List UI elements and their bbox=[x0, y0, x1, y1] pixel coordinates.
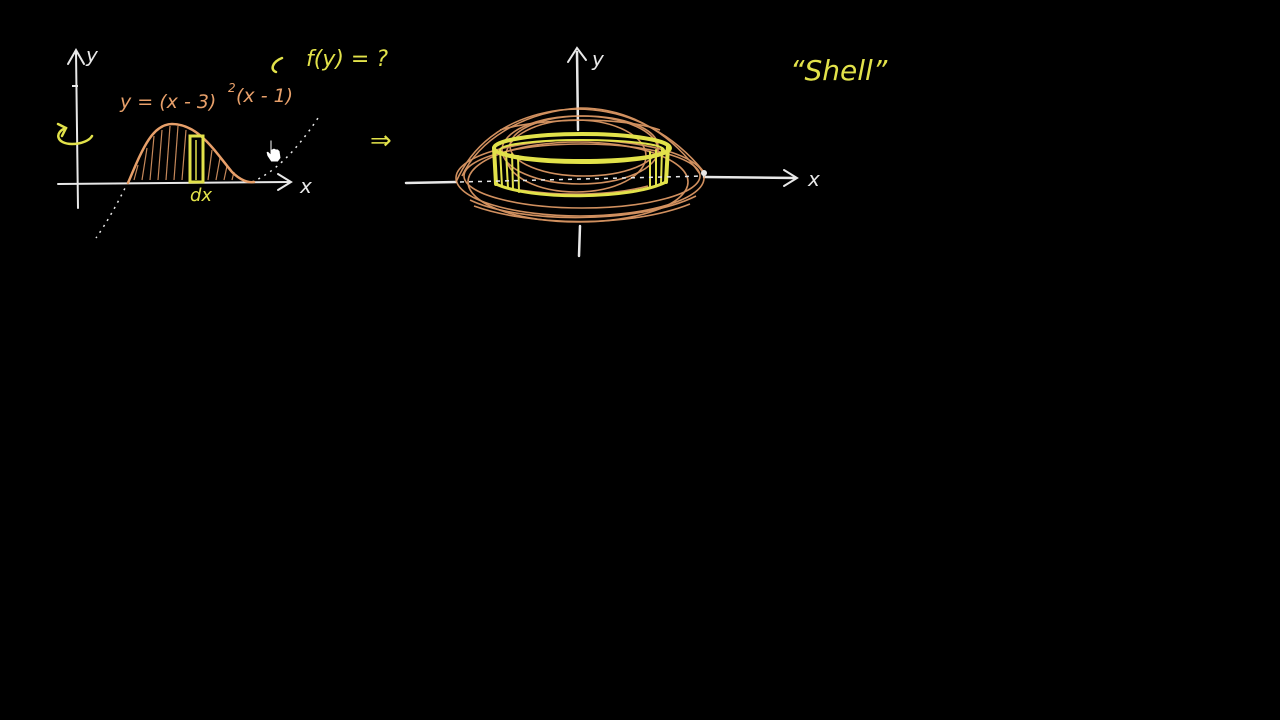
left-x-axis-arrowhead bbox=[277, 173, 293, 191]
right-y-axis bbox=[575, 50, 580, 132]
function-exponent: 2 bbox=[228, 81, 236, 95]
curve-dotted-left bbox=[95, 181, 129, 239]
left-graph: y x dx y = (x - 3) bbox=[56, 43, 388, 239]
shell-label: “Shell” bbox=[790, 54, 888, 87]
function-label-main: y = (x - 3) bbox=[119, 91, 216, 113]
right-x-axis-right bbox=[702, 175, 798, 180]
question-pointer bbox=[271, 56, 284, 74]
right-x-axis-point bbox=[701, 170, 707, 176]
right-y-axis-lower bbox=[577, 224, 582, 258]
left-x-axis-label: x bbox=[299, 174, 312, 198]
left-y-axis bbox=[75, 51, 79, 209]
solid-of-revolution bbox=[455, 107, 705, 223]
rotation-arrow-icon bbox=[56, 122, 94, 146]
left-y-axis-arrowhead bbox=[67, 47, 85, 65]
right-x-axis-arrowhead bbox=[783, 169, 799, 187]
shaded-region bbox=[133, 125, 235, 181]
right-y-axis-label: y bbox=[591, 47, 605, 71]
dx-strip bbox=[188, 134, 205, 184]
left-y-axis-label: y bbox=[85, 43, 99, 67]
right-x-axis-left bbox=[404, 180, 458, 185]
hand-pointer-icon bbox=[265, 139, 282, 163]
dx-label: dx bbox=[190, 185, 212, 206]
right-x-axis-label: x bbox=[807, 167, 820, 191]
function-label-tail: (x - 1) bbox=[236, 85, 293, 107]
implies-arrow: ⇒ bbox=[370, 126, 392, 156]
curve-dotted-right bbox=[251, 117, 319, 183]
inverse-question: f(y) = ? bbox=[306, 47, 388, 72]
cylindrical-shell bbox=[492, 132, 672, 198]
function-label: y = (x - 3) bbox=[119, 91, 216, 113]
right-y-axis-arrowhead bbox=[567, 46, 587, 63]
right-graph: y x bbox=[404, 46, 820, 258]
